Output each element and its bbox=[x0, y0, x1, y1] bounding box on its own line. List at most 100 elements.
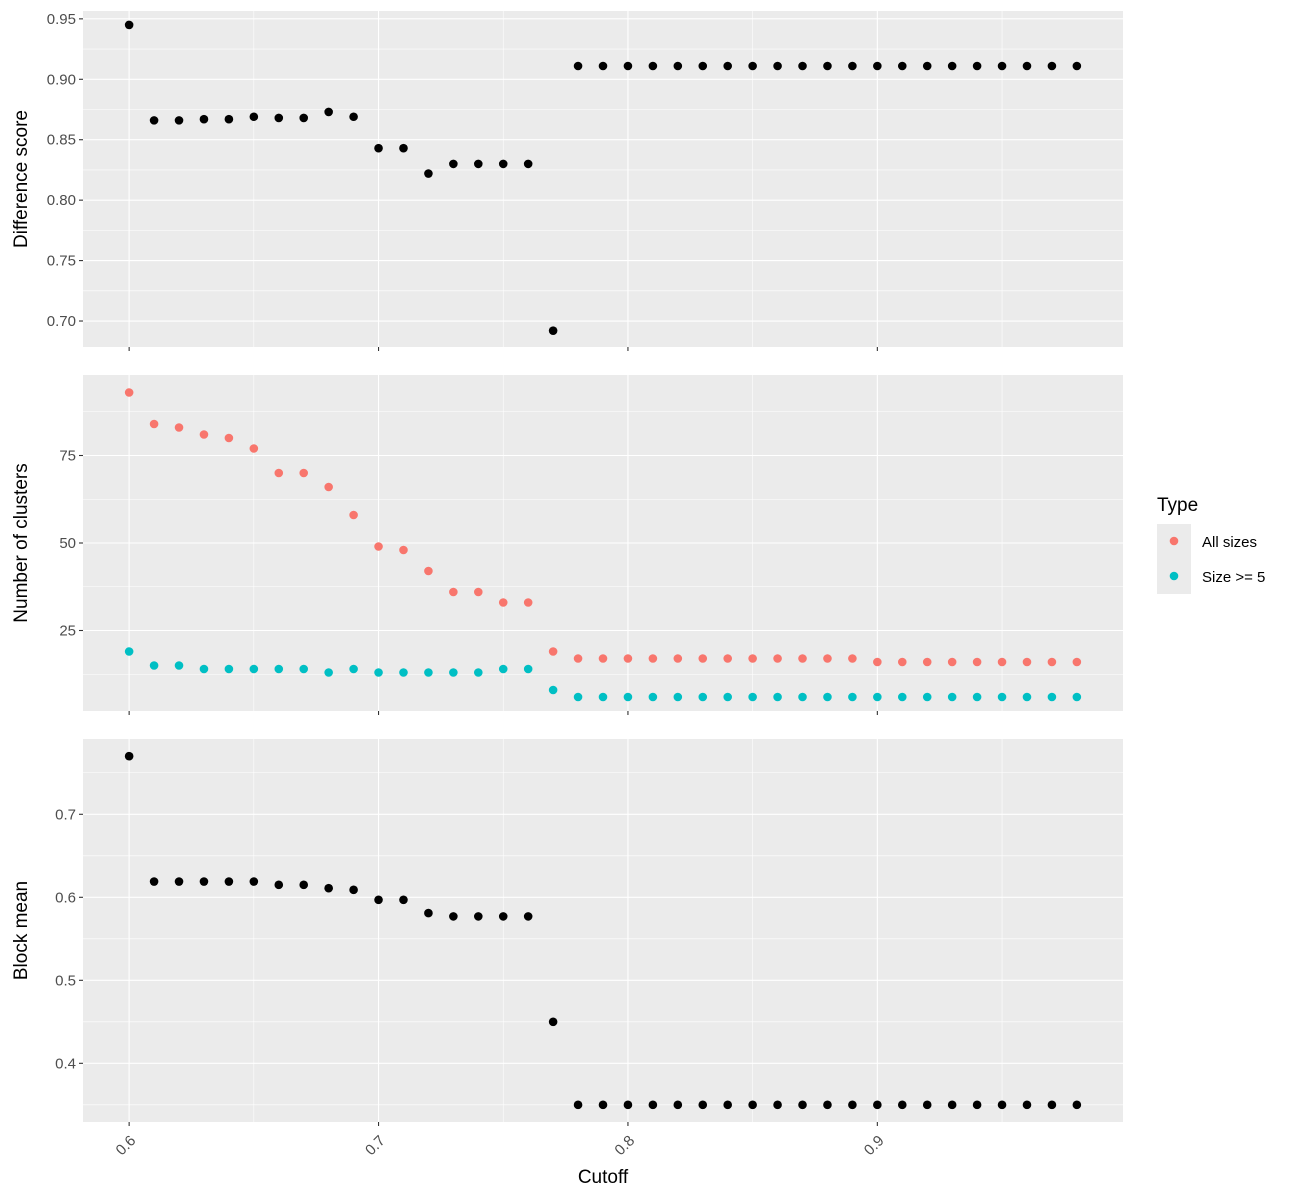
data-point bbox=[823, 692, 832, 702]
data-point bbox=[698, 61, 708, 71]
data-point bbox=[873, 1100, 882, 1110]
data-point bbox=[897, 1100, 907, 1110]
data-point bbox=[1022, 61, 1032, 71]
data-point bbox=[374, 542, 383, 551]
data-point bbox=[424, 566, 433, 576]
data-point bbox=[274, 468, 284, 478]
data-point bbox=[548, 647, 558, 656]
data-point bbox=[823, 61, 832, 71]
data-point bbox=[424, 668, 433, 677]
data-point bbox=[798, 1100, 807, 1110]
data-point bbox=[997, 692, 1007, 702]
data-point bbox=[324, 482, 333, 492]
data-point bbox=[523, 598, 533, 607]
data-point bbox=[523, 664, 533, 674]
legend-title: Type bbox=[1157, 495, 1198, 516]
data-point bbox=[424, 169, 433, 178]
data-point bbox=[274, 664, 284, 674]
data-point bbox=[823, 1100, 832, 1110]
data-point bbox=[848, 61, 857, 71]
data-point bbox=[498, 598, 508, 607]
data-point bbox=[773, 61, 782, 71]
data-point bbox=[748, 654, 757, 663]
data-point bbox=[399, 143, 408, 153]
data-point bbox=[698, 1100, 708, 1110]
data-point bbox=[124, 20, 134, 30]
data-point bbox=[997, 657, 1007, 667]
data-point bbox=[548, 1017, 558, 1027]
y-tick-label: 75 bbox=[59, 448, 76, 465]
y-tick-label: 0.6 bbox=[55, 889, 76, 906]
data-point bbox=[1047, 657, 1057, 667]
panel-background bbox=[83, 11, 1123, 347]
data-point bbox=[1047, 692, 1057, 702]
data-point bbox=[199, 664, 209, 674]
data-point bbox=[299, 880, 309, 890]
data-point bbox=[174, 661, 184, 670]
data-point bbox=[374, 895, 383, 905]
data-point bbox=[673, 1100, 683, 1110]
data-point bbox=[174, 116, 184, 125]
y-tick-label: 0.95 bbox=[47, 11, 76, 28]
data-point bbox=[548, 326, 558, 335]
panel-2: 25 50 75 Number of clusters bbox=[11, 375, 1123, 715]
data-point bbox=[773, 654, 782, 663]
data-point bbox=[249, 664, 259, 674]
data-point bbox=[598, 692, 608, 702]
data-point bbox=[1072, 692, 1082, 702]
data-point bbox=[449, 587, 458, 597]
data-point bbox=[723, 654, 733, 663]
data-point bbox=[748, 692, 757, 702]
x-tick-label: 0.7 bbox=[362, 1132, 389, 1159]
data-point bbox=[349, 664, 358, 674]
data-point bbox=[374, 668, 383, 677]
data-point bbox=[573, 654, 583, 663]
data-point bbox=[299, 664, 309, 674]
data-point bbox=[1022, 657, 1032, 667]
data-point bbox=[623, 61, 633, 71]
data-point bbox=[798, 654, 807, 663]
data-point bbox=[498, 664, 508, 674]
data-point bbox=[723, 61, 733, 71]
y-tick-label: 25 bbox=[59, 623, 76, 640]
data-point bbox=[199, 430, 209, 439]
data-point bbox=[573, 61, 583, 71]
data-point bbox=[773, 692, 782, 702]
data-point bbox=[498, 912, 508, 921]
data-point bbox=[1022, 692, 1032, 702]
data-point bbox=[124, 751, 134, 761]
data-point bbox=[947, 61, 957, 71]
data-point bbox=[997, 61, 1007, 71]
data-point bbox=[598, 654, 608, 663]
data-point bbox=[1047, 1100, 1057, 1110]
x-tick-label: 0.9 bbox=[861, 1132, 888, 1159]
x-tick-label: 0.6 bbox=[113, 1132, 140, 1159]
data-point bbox=[573, 692, 583, 702]
legend-key-dot bbox=[1169, 571, 1179, 581]
data-point bbox=[149, 116, 159, 125]
data-point bbox=[473, 668, 483, 677]
data-point bbox=[124, 388, 134, 397]
legend-key-dot bbox=[1169, 536, 1179, 546]
data-point bbox=[399, 895, 408, 905]
y-axis-title: Number of clusters bbox=[11, 463, 32, 622]
data-point bbox=[773, 1100, 782, 1110]
data-point bbox=[972, 1100, 982, 1110]
data-point bbox=[299, 113, 309, 123]
y-tick-label: 0.70 bbox=[47, 313, 76, 330]
data-point bbox=[673, 61, 683, 71]
data-point bbox=[174, 877, 184, 886]
legend-label: All sizes bbox=[1202, 534, 1257, 551]
data-point bbox=[972, 657, 982, 667]
y-axis-title: Block mean bbox=[11, 881, 32, 980]
data-point bbox=[548, 685, 558, 695]
panel-background bbox=[83, 739, 1123, 1122]
y-tick-label: 0.7 bbox=[55, 806, 76, 823]
x-axis-title: Cutoff bbox=[578, 1167, 629, 1188]
data-point bbox=[598, 1100, 608, 1110]
x-tick-label: 0.8 bbox=[611, 1132, 638, 1159]
data-point bbox=[199, 877, 209, 886]
data-point bbox=[349, 510, 358, 520]
y-tick-label: 0.75 bbox=[47, 253, 76, 270]
data-point bbox=[673, 692, 683, 702]
